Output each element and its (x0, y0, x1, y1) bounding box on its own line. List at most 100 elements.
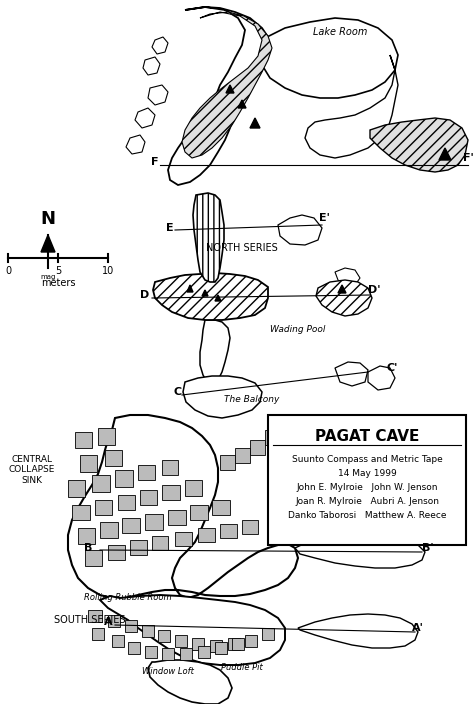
Polygon shape (335, 268, 360, 286)
Text: 14 May 1999: 14 May 1999 (337, 469, 396, 478)
Polygon shape (72, 505, 90, 520)
Polygon shape (95, 500, 112, 515)
Polygon shape (220, 524, 237, 538)
Polygon shape (232, 638, 244, 650)
Polygon shape (235, 448, 250, 463)
Polygon shape (140, 490, 157, 505)
Polygon shape (182, 12, 272, 158)
Polygon shape (202, 290, 208, 296)
Text: A: A (104, 617, 112, 627)
Polygon shape (162, 485, 180, 500)
Polygon shape (228, 638, 240, 650)
Polygon shape (316, 280, 372, 316)
Polygon shape (183, 376, 262, 418)
Polygon shape (92, 475, 110, 492)
Polygon shape (152, 37, 168, 54)
Polygon shape (126, 135, 145, 154)
Polygon shape (192, 638, 204, 650)
Polygon shape (128, 642, 140, 654)
Polygon shape (145, 646, 157, 658)
Polygon shape (338, 285, 346, 293)
Polygon shape (88, 610, 102, 622)
Polygon shape (210, 640, 222, 652)
Polygon shape (162, 460, 178, 475)
Polygon shape (368, 366, 395, 390)
Polygon shape (145, 514, 163, 530)
Polygon shape (370, 118, 468, 172)
Polygon shape (175, 532, 192, 546)
Polygon shape (250, 440, 265, 455)
Polygon shape (85, 550, 102, 566)
Text: B: B (84, 543, 92, 553)
Polygon shape (187, 285, 193, 292)
Polygon shape (68, 415, 298, 598)
Text: F: F (151, 157, 159, 167)
Text: Rolling Rubble Room: Rolling Rubble Room (84, 593, 172, 603)
Text: The Balcony: The Balcony (224, 396, 280, 405)
Polygon shape (295, 532, 425, 568)
Text: SOUTH SERIES: SOUTH SERIES (54, 615, 126, 625)
Polygon shape (115, 470, 133, 487)
Text: F': F' (463, 153, 474, 163)
Polygon shape (175, 635, 187, 647)
Polygon shape (122, 518, 140, 533)
Polygon shape (158, 630, 170, 642)
Polygon shape (142, 625, 154, 637)
Polygon shape (143, 57, 160, 75)
Polygon shape (180, 648, 192, 660)
Polygon shape (335, 362, 368, 386)
Text: C': C' (386, 363, 398, 373)
Text: Suunto Compass and Metric Tape: Suunto Compass and Metric Tape (292, 455, 442, 464)
Polygon shape (250, 118, 260, 128)
Polygon shape (108, 545, 125, 560)
Polygon shape (168, 7, 272, 185)
Text: 5: 5 (55, 266, 61, 276)
Polygon shape (153, 273, 268, 320)
Polygon shape (226, 85, 234, 93)
Polygon shape (148, 85, 168, 105)
Text: PAGAT CAVE: PAGAT CAVE (315, 429, 419, 444)
Polygon shape (125, 620, 137, 632)
Polygon shape (148, 660, 232, 704)
Text: Joan R. Mylroie   Aubri A. Jenson: Joan R. Mylroie Aubri A. Jenson (295, 497, 439, 506)
Polygon shape (80, 455, 97, 472)
FancyBboxPatch shape (268, 415, 466, 545)
Text: C: C (174, 387, 182, 397)
Polygon shape (215, 295, 221, 301)
Text: Lake Room: Lake Room (313, 27, 367, 37)
Polygon shape (298, 614, 418, 648)
Text: John E. Mylroie   John W. Jenson: John E. Mylroie John W. Jenson (296, 483, 438, 492)
Text: Wading Pool: Wading Pool (270, 325, 326, 334)
Polygon shape (265, 430, 280, 445)
Polygon shape (245, 635, 257, 647)
Polygon shape (105, 450, 122, 466)
Text: N: N (40, 210, 55, 228)
Polygon shape (118, 495, 135, 510)
Polygon shape (200, 320, 230, 384)
Polygon shape (108, 615, 120, 627)
Text: 0: 0 (5, 266, 11, 276)
Text: A': A' (412, 623, 424, 633)
Polygon shape (185, 480, 202, 496)
Polygon shape (112, 635, 124, 647)
Polygon shape (152, 536, 168, 550)
Polygon shape (75, 432, 92, 448)
Polygon shape (68, 480, 85, 497)
Polygon shape (41, 235, 55, 252)
Polygon shape (100, 522, 118, 538)
Polygon shape (193, 193, 224, 282)
Text: 10: 10 (102, 266, 114, 276)
Polygon shape (100, 595, 285, 665)
Text: CENTRAL
COLLAPSE
SINK: CENTRAL COLLAPSE SINK (9, 455, 55, 485)
Text: D': D' (368, 285, 380, 295)
Polygon shape (220, 455, 235, 470)
Polygon shape (198, 528, 215, 542)
Polygon shape (168, 510, 186, 525)
Polygon shape (162, 648, 174, 660)
Polygon shape (78, 528, 95, 544)
Polygon shape (238, 100, 246, 108)
Text: D: D (140, 290, 150, 300)
Text: NORTH SERIES: NORTH SERIES (206, 243, 278, 253)
Text: Danko Taborosi   Matthew A. Reece: Danko Taborosi Matthew A. Reece (288, 511, 446, 520)
Text: B': B' (422, 543, 434, 553)
